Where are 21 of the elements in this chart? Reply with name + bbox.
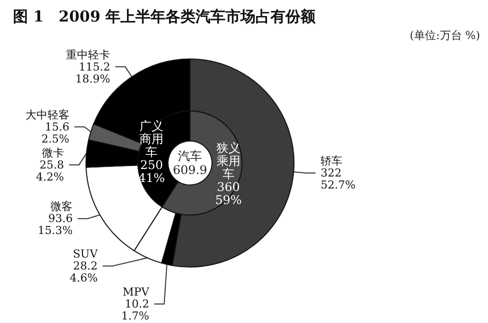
data-label: 25.8 4.2% — [36, 158, 64, 184]
slice-label: 狭义乘用车 — [216, 141, 240, 182]
slice-label: 广义商用车 — [140, 118, 164, 159]
data-label: 360 59% — [215, 180, 242, 208]
slice-label: 重中轻卡 — [66, 48, 110, 62]
data-label: 322 52.7% — [320, 166, 356, 192]
slice-label: 微客 — [50, 200, 73, 214]
text: (单位:万台 %) — [410, 29, 480, 42]
data-label: 250 41% — [138, 158, 165, 185]
chart-title: 图 1 2009 年上半年各类汽车市场占有份额 — [13, 8, 317, 26]
data-label: 93.6 15.3% — [38, 212, 73, 238]
data-label: 10.2 1.7% — [121, 298, 150, 322]
slice-label: 轿车 — [320, 154, 343, 168]
slice-label: MPV — [122, 286, 150, 298]
slice-label: 大中轻客 — [25, 108, 70, 122]
text: 汽车 609.9 — [172, 149, 208, 177]
slice-label: 微卡 — [42, 146, 64, 160]
data-label: 15.6 2.5% — [41, 120, 70, 146]
slice-label: SUV — [72, 248, 99, 260]
data-label: 115.2 18.9% — [75, 60, 110, 86]
data-label: 28.2 4.6% — [70, 260, 98, 284]
